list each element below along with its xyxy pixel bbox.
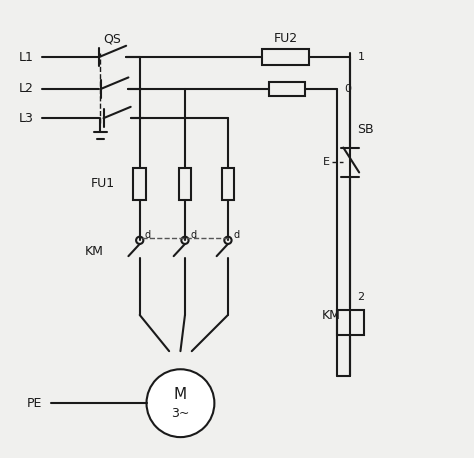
Text: E: E — [323, 157, 330, 167]
Bar — [269, 82, 305, 96]
Text: d: d — [190, 230, 196, 240]
Text: FU2: FU2 — [273, 33, 298, 45]
Text: FU1: FU1 — [91, 177, 115, 190]
Bar — [179, 168, 191, 200]
Bar — [262, 49, 310, 65]
Text: KM: KM — [322, 309, 341, 322]
Circle shape — [182, 237, 189, 244]
Text: d: d — [233, 230, 239, 240]
Circle shape — [224, 237, 232, 244]
Text: L2: L2 — [18, 82, 33, 95]
Bar — [222, 168, 234, 200]
Circle shape — [136, 237, 143, 244]
Bar — [337, 311, 364, 335]
Text: 0: 0 — [345, 84, 352, 94]
Text: M: M — [174, 387, 187, 402]
Text: 2: 2 — [357, 292, 364, 302]
Text: KM: KM — [85, 245, 103, 258]
Text: 3~: 3~ — [171, 407, 190, 420]
Text: L1: L1 — [18, 50, 33, 64]
Text: SB: SB — [357, 123, 374, 136]
Text: PE: PE — [27, 397, 43, 410]
Text: L3: L3 — [18, 112, 33, 125]
Text: 1: 1 — [358, 52, 365, 62]
Text: QS: QS — [103, 33, 121, 45]
Circle shape — [146, 369, 214, 437]
Text: d: d — [145, 230, 151, 240]
Bar — [133, 168, 146, 200]
